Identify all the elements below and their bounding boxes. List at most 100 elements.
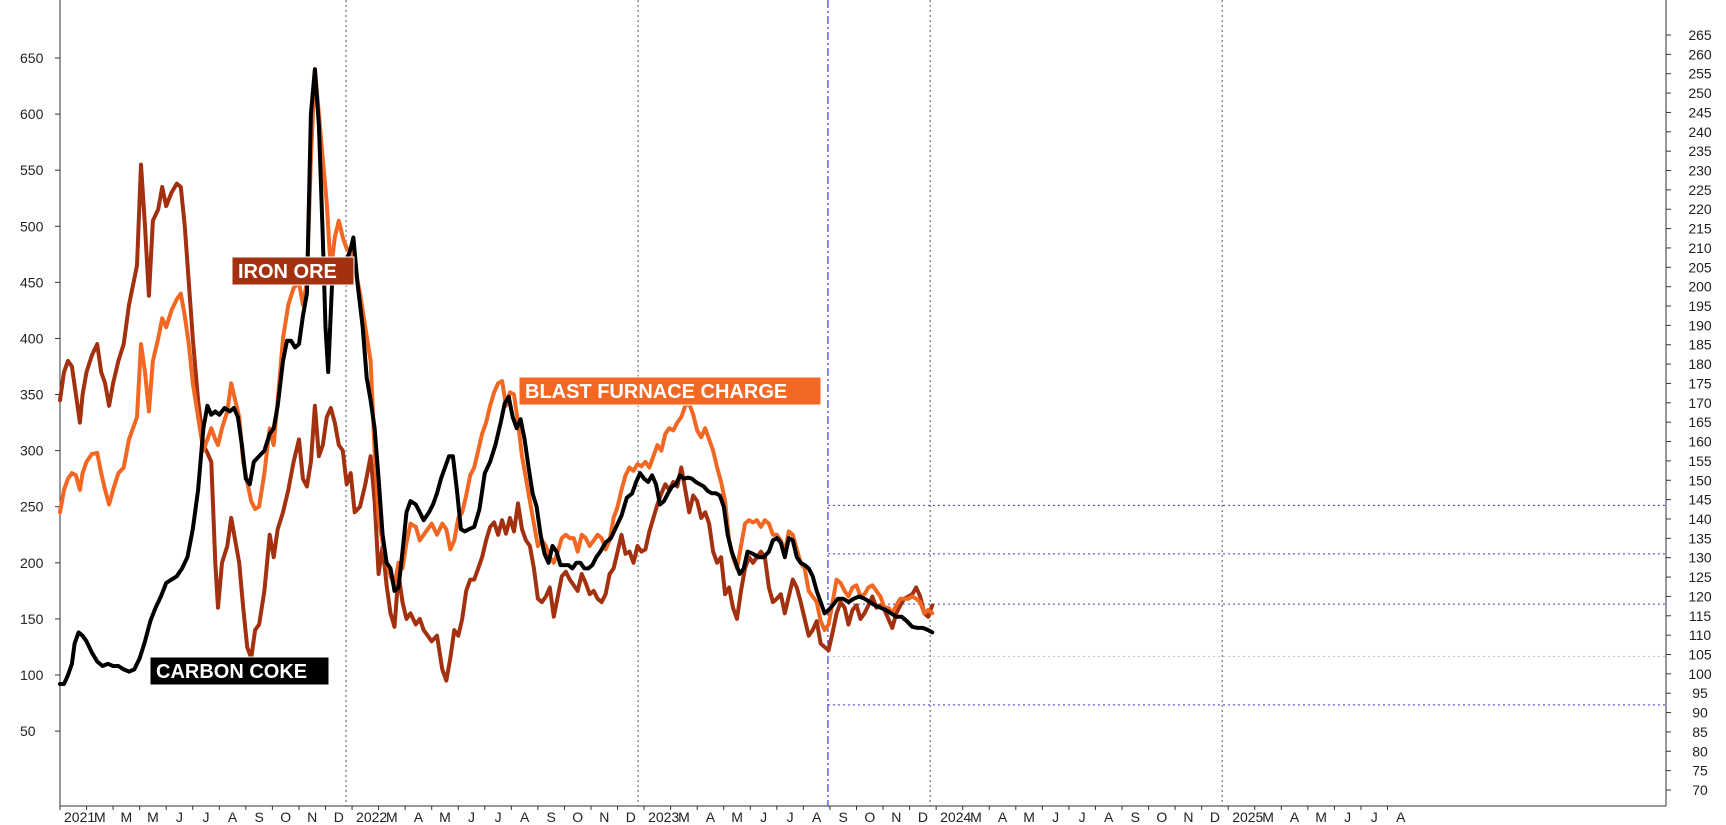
- right-tick-label: 95: [1692, 685, 1708, 701]
- month-label: A: [812, 809, 822, 825]
- left-tick-label: 200: [20, 555, 44, 571]
- month-label: M: [1262, 809, 1274, 825]
- right-tick-label: 230: [1688, 163, 1712, 179]
- month-label: J: [787, 809, 794, 825]
- month-label: J: [1344, 809, 1351, 825]
- carbon-coke-label-text: CARBON COKE: [156, 661, 307, 683]
- year-label: 2022: [356, 809, 387, 825]
- month-label: N: [1183, 809, 1193, 825]
- right-tick-label: 215: [1688, 221, 1712, 237]
- month-label: M: [386, 809, 398, 825]
- series-line-blast-furnace-charge: [58, 67, 935, 633]
- right-tick-label: 210: [1688, 240, 1712, 256]
- left-tick-label: 100: [20, 667, 44, 683]
- right-tick-label: 80: [1692, 743, 1708, 759]
- right-tick-label: 115: [1689, 608, 1712, 624]
- iron-ore-label-bg: [231, 256, 355, 286]
- blast-furnace-label-text: BLAST FURNACE CHARGE: [525, 381, 787, 403]
- month-label: S: [547, 809, 556, 825]
- right-tick-label: 120: [1688, 588, 1712, 604]
- right-tick-label: 225: [1688, 182, 1712, 198]
- right-tick-label: 190: [1688, 317, 1712, 333]
- left-tick-label: 150: [20, 611, 44, 627]
- year-label: 2025: [1232, 809, 1263, 825]
- month-label: A: [520, 809, 530, 825]
- year-label: 2021: [64, 809, 95, 825]
- right-tick-label: 250: [1688, 85, 1712, 101]
- month-label: O: [1156, 809, 1167, 825]
- month-label: M: [94, 809, 106, 825]
- right-tick-label: 185: [1688, 337, 1712, 353]
- right-tick-label: 200: [1688, 279, 1712, 295]
- month-label: J: [1371, 809, 1378, 825]
- month-label: A: [228, 809, 238, 825]
- right-tick-label: 240: [1688, 124, 1712, 140]
- left-tick-label: 500: [20, 218, 44, 234]
- right-tick-label: 220: [1688, 201, 1712, 217]
- right-tick-label: 205: [1688, 259, 1712, 275]
- series-line-carbon-coke: [58, 67, 935, 686]
- carbon-coke-label: CARBON COKE: [149, 656, 330, 686]
- right-tick-label: 165: [1688, 414, 1712, 430]
- right-tick-label: 90: [1692, 705, 1708, 721]
- iron-ore-label: IRON ORE: [231, 256, 355, 286]
- month-label: O: [572, 809, 583, 825]
- right-tick-label: 170: [1688, 395, 1712, 411]
- right-tick-label: 175: [1688, 375, 1712, 391]
- left-tick-label: 50: [20, 723, 36, 739]
- right-tick-label: 260: [1688, 46, 1712, 62]
- right-tick-label: 160: [1688, 434, 1712, 450]
- year-label: 2024: [940, 809, 971, 825]
- month-label: S: [1131, 809, 1140, 825]
- month-label: M: [1023, 809, 1035, 825]
- month-label: D: [918, 809, 928, 825]
- month-label: A: [1396, 809, 1406, 825]
- month-label: M: [121, 809, 133, 825]
- month-label: J: [495, 809, 502, 825]
- series-line-iron-ore: [58, 162, 935, 683]
- right-tick-label: 105: [1688, 646, 1712, 662]
- right-tick-label: 195: [1688, 298, 1712, 314]
- left-tick-label: 650: [20, 50, 44, 66]
- right-tick-label: 265: [1688, 27, 1712, 43]
- month-label: M: [970, 809, 982, 825]
- left-tick-label: 400: [20, 330, 44, 346]
- month-label: S: [254, 809, 263, 825]
- right-tick-label: 100: [1688, 666, 1712, 682]
- month-label: O: [280, 809, 291, 825]
- iron-ore-label-text: IRON ORE: [238, 261, 337, 283]
- month-label: M: [439, 809, 451, 825]
- blast-furnace-label-bg: [518, 376, 822, 406]
- month-label: J: [203, 809, 210, 825]
- right-tick-label: 150: [1688, 472, 1712, 488]
- month-label: N: [307, 809, 317, 825]
- month-label: D: [334, 809, 344, 825]
- month-label: J: [468, 809, 475, 825]
- left-tick-label: 450: [20, 274, 44, 290]
- month-label: M: [1315, 809, 1327, 825]
- month-label: N: [599, 809, 609, 825]
- left-tick-label: 550: [20, 162, 44, 178]
- right-tick-label: 85: [1692, 724, 1708, 740]
- month-label: D: [626, 809, 636, 825]
- right-tick-label: 140: [1688, 511, 1712, 527]
- left-tick-label: 600: [20, 106, 44, 122]
- right-tick-label: 75: [1692, 763, 1708, 779]
- month-label: S: [839, 809, 848, 825]
- right-tick-label: 155: [1688, 453, 1712, 469]
- right-tick-label: 180: [1688, 356, 1712, 372]
- month-label: A: [1290, 809, 1300, 825]
- month-label: M: [147, 809, 159, 825]
- month-label: J: [1079, 809, 1086, 825]
- month-label: J: [1052, 809, 1059, 825]
- month-label: O: [864, 809, 875, 825]
- right-tick-label: 125: [1688, 569, 1712, 585]
- month-label: J: [760, 809, 767, 825]
- carbon-coke-label-bg: [149, 656, 330, 686]
- left-tick-label: 300: [20, 443, 44, 459]
- right-tick-label: 70: [1692, 782, 1708, 798]
- left-tick-label: 250: [20, 499, 44, 515]
- right-tick-label: 145: [1688, 492, 1712, 508]
- right-tick-label: 110: [1689, 627, 1712, 643]
